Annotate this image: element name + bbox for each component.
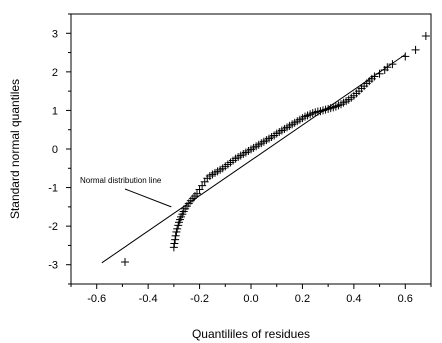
y-tick-label: -2: [48, 221, 58, 233]
x-axis-title: Quantililes of residues: [192, 327, 310, 341]
data-point: [173, 224, 182, 233]
y-tick-label: 0: [52, 144, 58, 156]
data-point: [370, 72, 379, 81]
data-point: [171, 235, 180, 244]
y-tick-label: -3: [48, 260, 58, 272]
data-point: [388, 60, 397, 69]
annotation-arrow: [124, 188, 172, 208]
x-tick-label: 0.2: [295, 293, 310, 305]
data-point: [421, 31, 430, 40]
x-tick-label: -0.4: [139, 293, 158, 305]
normal-distribution-line: [101, 54, 406, 264]
y-tick-label: 3: [52, 28, 58, 40]
y-tick-label: -1: [48, 183, 58, 195]
data-point: [171, 231, 180, 240]
x-tick-label: -0.2: [190, 293, 209, 305]
x-tick-label: 0.4: [346, 293, 361, 305]
data-point: [411, 45, 420, 54]
x-tick-label: 0.0: [243, 293, 258, 305]
x-tick-label: -0.6: [87, 293, 106, 305]
data-points: [121, 31, 430, 267]
x-tick-label: 0.6: [398, 293, 413, 305]
data-point: [169, 243, 178, 252]
y-tick-label: 1: [52, 105, 58, 117]
y-tick-label: 2: [52, 67, 58, 79]
axis-tick-labels: -0.6 -0.4 -0.2 0.0 0.2 0.4 0.6 -3 -2 -1 0 1 2 3: [48, 28, 413, 305]
annotation-label: Normal distribution line: [80, 176, 162, 185]
data-point: [121, 258, 129, 267]
axis-ticks: [66, 13, 432, 289]
data-point: [383, 63, 392, 72]
y-axis-title: Standard normal quantiles: [8, 79, 22, 219]
data-point: [170, 239, 179, 248]
data-point: [401, 52, 410, 61]
data-point: [375, 69, 384, 78]
data-point: [193, 189, 201, 198]
